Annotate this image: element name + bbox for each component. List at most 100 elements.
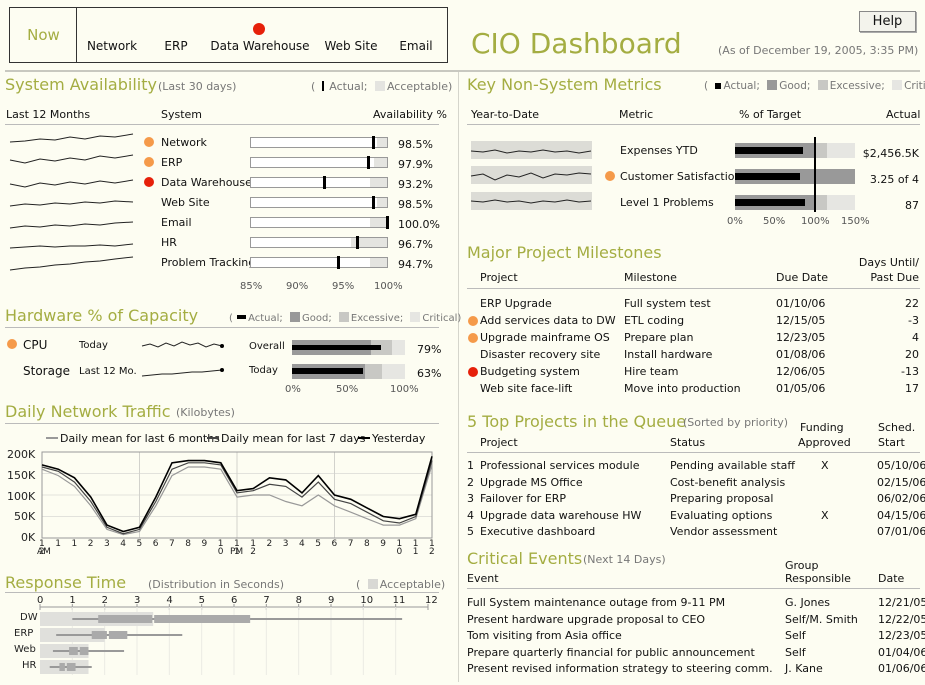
milestone-project: Disaster recovery site [480, 348, 601, 361]
event-row: Full System maintenance outage from 9-11… [467, 596, 925, 612]
event-date: 01/06/06 [878, 662, 925, 675]
response-x-tick: 9 [328, 595, 335, 606]
nav-tab-data-warehouse[interactable]: Data Warehouse [208, 18, 312, 58]
milestone-due-date: 01/05/06 [776, 382, 826, 395]
now-tab[interactable]: Now [10, 8, 77, 62]
queue-project: Executive dashboard [480, 525, 596, 538]
response-x-tick: 7 [263, 595, 270, 606]
milestone-days: -3 [908, 314, 919, 327]
event-description: Present hardware upgrade proposal to CEO [467, 612, 706, 626]
col-last-12-months: Last 12 Months [6, 108, 91, 121]
events-note: (Next 14 Days) [583, 553, 666, 566]
legend-6-months-swatch [46, 437, 58, 439]
metric-name: Level 1 Problems [620, 196, 714, 209]
queue-status: Evaluating options [670, 508, 773, 522]
nav-tab-label: Email [399, 39, 433, 53]
traffic-x-tick: 0 [396, 547, 403, 557]
col-year-to-date: Year-to-Date [471, 108, 540, 121]
milestone-due-date: 12/15/05 [776, 314, 826, 327]
traffic-x-tick: 1 [234, 539, 240, 549]
response-x-tick: 10 [360, 595, 374, 606]
response-row-label: Web [14, 644, 36, 655]
traffic-x-tick: 1 [55, 539, 61, 549]
storage-bar-label: Today [249, 365, 278, 376]
event-description: Prepare quarterly financial for public a… [467, 645, 755, 659]
nav-tab-label: Web Site [324, 39, 378, 53]
hardware-tick: 0% [285, 384, 301, 395]
ytd-sparkline-bg [471, 166, 592, 184]
traffic-series-line [41, 456, 433, 533]
queue-status: Pending available staff [670, 459, 795, 472]
hardware-tick: 50% [336, 384, 359, 395]
availability-tick: 100% [374, 281, 403, 292]
milestone-row: ERP Upgrade Full system test 01/10/06 22 [467, 297, 920, 314]
col-system: System [161, 108, 203, 121]
milestone-days: 4 [912, 331, 919, 344]
legend-yesterday: Yesterday [354, 432, 425, 445]
col-event: Event [467, 572, 499, 585]
nav-tab-label: ERP [164, 39, 188, 53]
availability-actual-marker [372, 136, 376, 149]
system-alert-dot [144, 177, 154, 187]
event-row: Tom visiting from Asia office Self 12/23/0… [467, 629, 925, 645]
help-button[interactable]: Help [859, 11, 916, 32]
legend-excessive-label: Excessive; [350, 313, 404, 324]
metric-tick: 100% [801, 216, 830, 227]
legend-open-paren: ( [229, 313, 233, 324]
nav-tab-web-site[interactable]: Web Site [318, 18, 384, 58]
cpu-period: Today [79, 340, 108, 351]
header-divider [5, 70, 920, 72]
availability-sparklines [9, 133, 134, 271]
queue-start-date: 06/02/06 [877, 492, 925, 505]
milestone-alert-dot [468, 333, 478, 343]
response-x-tick: 2 [101, 595, 109, 606]
legend-actual-label: Actual; [723, 80, 760, 92]
events-title: Critical Events [467, 549, 583, 568]
milestone-days: 17 [905, 382, 919, 395]
events-rule [467, 588, 920, 589]
legend-critical-swatch [410, 312, 421, 322]
legend-excessive-swatch [338, 312, 349, 322]
nav-tab-erp[interactable]: ERP [150, 18, 202, 58]
traffic-x-tick: 1 [39, 539, 45, 549]
nav-tab-email[interactable]: Email [390, 18, 442, 58]
key-metrics-legend: ( Actual; Good; Excessive; Critical) [704, 80, 925, 92]
metric-actual-value: 3.25 of 4 [869, 173, 919, 186]
legend-open-paren: ( [704, 80, 709, 92]
event-row: Present hardware upgrade proposal to CEO… [467, 612, 925, 629]
now-label: Now [27, 26, 60, 44]
network-traffic-note: (Kilobytes) [176, 406, 235, 419]
queue-row: 4 Upgrade data warehouse HW Evaluating opt… [467, 508, 925, 525]
availability-acceptable-band [376, 138, 387, 147]
milestone-name: Install hardware [624, 348, 713, 361]
response-box [66, 663, 76, 671]
availability-bar-bg [250, 217, 388, 228]
response-x-tick: 5 [198, 595, 206, 606]
queue-rank: 2 [467, 475, 474, 489]
milestone-row: Budgeting system Hire team 12/06/05 -13 [467, 365, 920, 382]
traffic-y-tick: 100K [7, 490, 36, 503]
cpu-sparkline [141, 341, 224, 348]
traffic-y-tick: 150K [7, 469, 36, 482]
traffic-x-tick: 5 [315, 539, 321, 549]
nav-bar [9, 7, 448, 63]
response-box [108, 631, 128, 639]
hardware-title: Hardware % of Capacity [5, 306, 199, 325]
traffic-x-tick: 4 [120, 539, 126, 549]
legend-open-paren: ( [311, 80, 316, 93]
milestone-name: Prepare plan [624, 331, 694, 344]
availability-value: 97.9% [398, 158, 433, 171]
nav-tab-network[interactable]: Network [82, 18, 142, 58]
legend-open-paren: ( [356, 578, 361, 591]
key-metrics-rule [467, 124, 920, 125]
event-date: 01/04/06 [878, 645, 925, 659]
availability-actual-marker [372, 196, 376, 209]
col-funding: Funding [800, 421, 844, 434]
metric-alert-dot [605, 171, 615, 181]
queue-status: Vendor assessment [670, 525, 778, 538]
availability-actual-marker [386, 216, 389, 229]
event-group: G. Jones [785, 596, 830, 609]
queue-funded-mark: X [821, 508, 829, 522]
metric-actual-bar [735, 173, 800, 180]
response-x-tick: 11 [392, 595, 406, 606]
